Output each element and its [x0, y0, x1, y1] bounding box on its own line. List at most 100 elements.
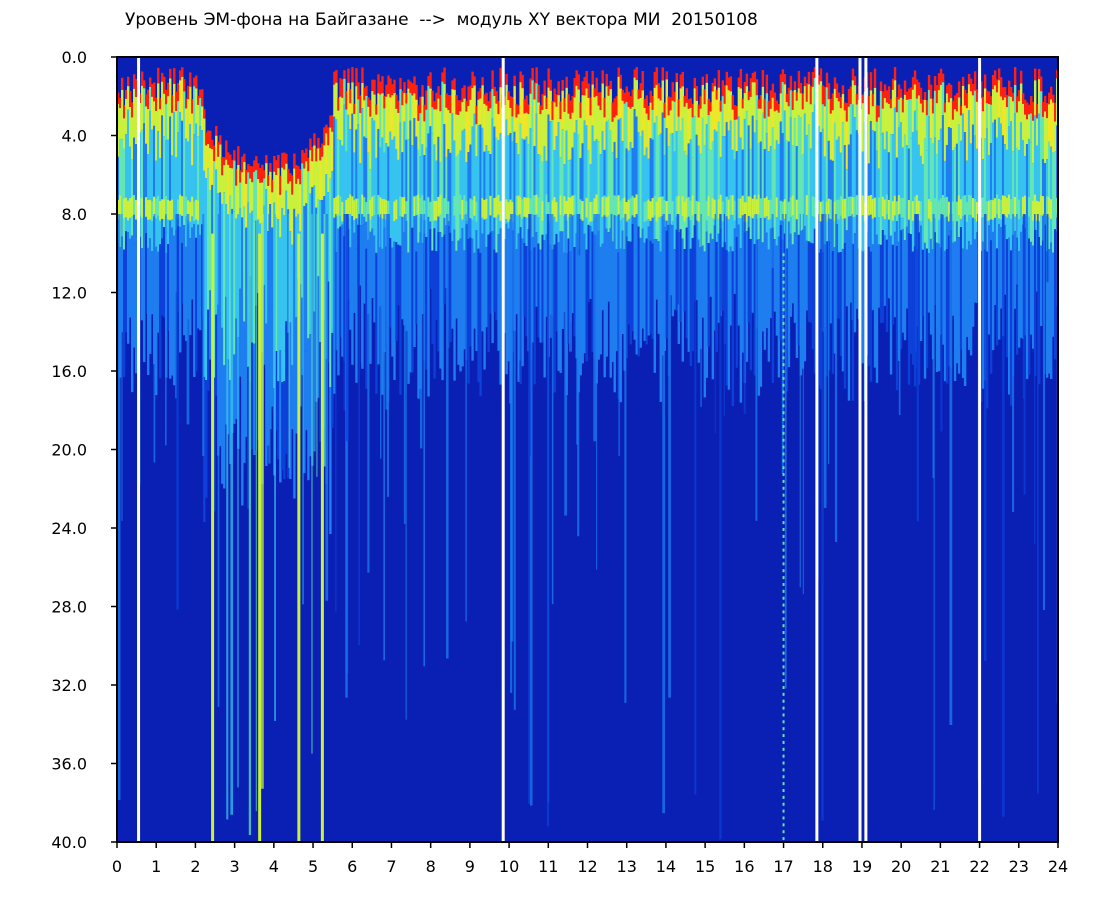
streak: [343, 214, 346, 411]
heatmap-column: [885, 90, 889, 332]
sparse-line-dot: [782, 397, 785, 401]
heatmap-column: [275, 160, 278, 430]
heatmap-column: [407, 79, 410, 384]
heatmap-column: [159, 98, 162, 379]
streak: [577, 214, 580, 537]
streak: [445, 214, 449, 659]
heatmap-column: [601, 70, 604, 311]
heatmap-column: [589, 97, 592, 300]
heatmap-column: [607, 85, 610, 302]
heatmap-column: [265, 155, 268, 467]
heatmap-column: [151, 83, 154, 315]
heatmap-column: [671, 82, 674, 317]
x-tick-label: 2: [190, 857, 200, 876]
streak: [1023, 214, 1026, 495]
sparse-line-dot: [782, 280, 785, 284]
heatmap-column: [559, 101, 562, 373]
heatmap-column: [945, 85, 949, 384]
heatmap-column: [341, 79, 344, 357]
heatmap-column: [839, 97, 843, 357]
heatmap-column: [903, 80, 907, 341]
x-tick-label: 12: [577, 857, 597, 876]
heatmap-column: [1009, 87, 1013, 406]
heatmap-column: [995, 79, 999, 346]
heatmap-column: [795, 92, 799, 358]
heatmap-column: [803, 76, 807, 362]
heatmap-column: [235, 168, 238, 420]
y-tick-label: 8.0: [62, 205, 87, 224]
x-tick-label: 18: [813, 857, 833, 876]
heatmap-column: [639, 83, 642, 348]
streak: [1022, 214, 1025, 399]
heatmap-column: [891, 78, 895, 325]
chart-title: Уровень ЭМ-фона на Байгазане --> модуль …: [125, 10, 758, 30]
heatmap-column: [613, 98, 616, 393]
heatmap-column: [943, 102, 947, 382]
heatmap-column: [455, 95, 458, 319]
heatmap-column: [779, 74, 783, 341]
y-tick-label: 36.0: [51, 755, 87, 774]
heatmap-column: [967, 73, 971, 350]
sparse-line-dot: [782, 349, 785, 353]
sparse-line-dot: [782, 713, 785, 717]
heatmap-column: [927, 74, 931, 313]
heatmap-column: [735, 105, 739, 368]
heatmap-column: [855, 93, 859, 309]
streak: [784, 214, 787, 689]
streak: [596, 214, 598, 570]
heatmap-column: [747, 91, 751, 323]
heatmap-column: [149, 77, 152, 354]
heatmap-column: [561, 80, 564, 329]
streak: [423, 214, 426, 667]
sparse-line-dot: [782, 253, 785, 257]
streak: [1012, 214, 1015, 513]
x-tick-label: 16: [734, 857, 754, 876]
streak: [288, 214, 290, 468]
streak: [186, 214, 190, 425]
heatmap-column: [773, 92, 777, 312]
y-tick-label: 28.0: [51, 598, 87, 617]
sparse-line-dot: [782, 754, 785, 758]
heatmap-column: [277, 154, 280, 460]
heatmap-column: [553, 88, 556, 393]
heatmap-column: [899, 88, 903, 349]
heatmap-column: [489, 91, 492, 314]
bright-streak: [297, 233, 301, 842]
sparse-line-dot: [782, 418, 785, 422]
heatmap-column: [571, 95, 574, 314]
heatmap-column: [843, 102, 847, 389]
heatmap-column: [545, 97, 548, 317]
sparse-line-dot: [782, 582, 785, 586]
heatmap-column: [727, 77, 731, 390]
sparse-line-dot: [782, 761, 785, 765]
streak: [367, 214, 370, 573]
streak: [175, 214, 177, 399]
heatmap-column: [875, 105, 879, 383]
heatmap-column: [869, 72, 873, 382]
heatmap-column: [907, 88, 911, 385]
sparse-line-dot: [782, 308, 785, 312]
heatmap-column: [135, 78, 138, 374]
streak: [799, 214, 801, 588]
sparse-line-dot: [782, 679, 785, 683]
heatmap-column: [775, 100, 779, 336]
y-tick-label: 12.0: [51, 284, 87, 303]
heatmap-column: [431, 90, 434, 345]
heatmap-column: [643, 98, 646, 341]
heatmap-column: [381, 76, 384, 395]
heatmap-column: [1015, 96, 1019, 355]
streak: [117, 214, 121, 801]
streak: [549, 214, 552, 338]
heatmap-column: [777, 104, 781, 378]
heatmap-column: [921, 99, 925, 316]
streak: [851, 214, 853, 321]
y-tick-label: 4.0: [62, 127, 87, 146]
sparse-line-dot: [782, 411, 785, 415]
heatmap-column: [971, 83, 975, 327]
heatmap-column: [733, 105, 737, 294]
sparse-line-dot: [782, 466, 785, 470]
heatmap-column: [219, 135, 222, 447]
sparse-line-dot: [782, 424, 785, 428]
sparse-line-dot: [782, 631, 785, 635]
heatmap-column: [717, 70, 721, 323]
